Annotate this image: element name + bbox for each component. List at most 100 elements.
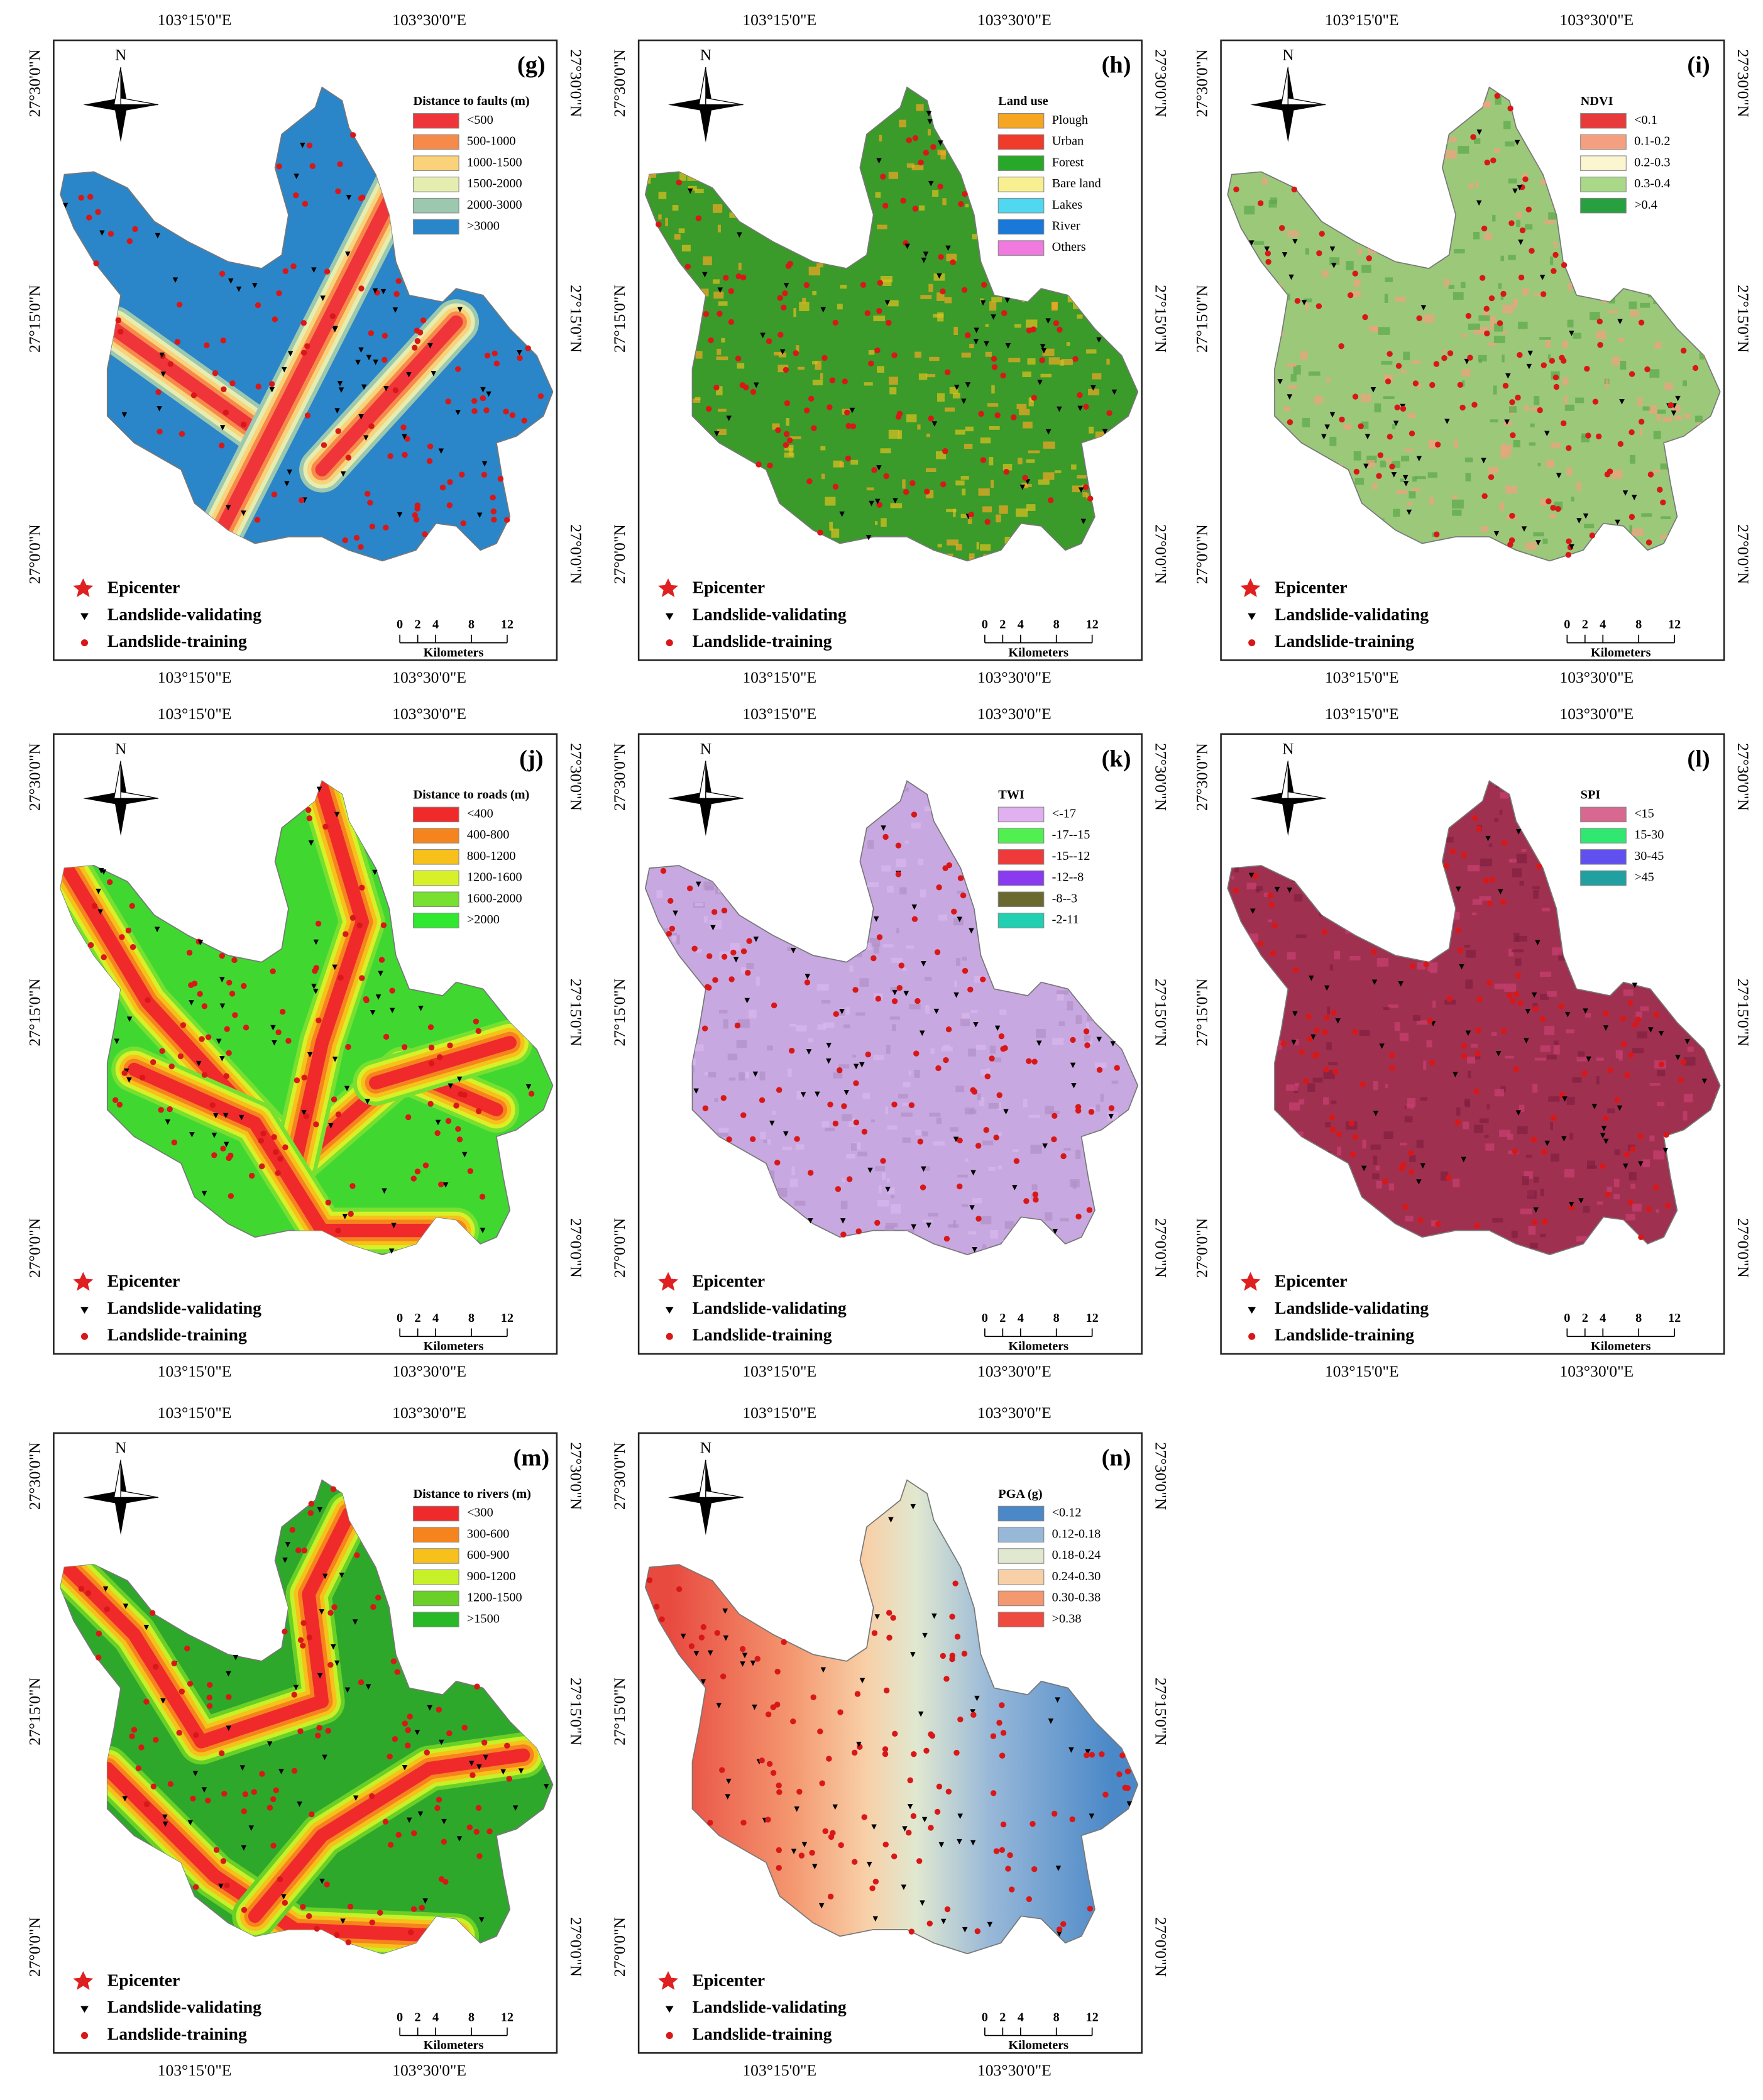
training-point bbox=[1692, 365, 1699, 371]
training-point bbox=[329, 313, 336, 319]
texture-patch bbox=[881, 865, 891, 872]
texture-patch bbox=[825, 1127, 835, 1131]
training-point bbox=[999, 1702, 1005, 1708]
validating-point bbox=[903, 991, 909, 997]
training-point bbox=[832, 483, 839, 490]
training-point bbox=[864, 310, 871, 316]
buffer-band bbox=[207, 167, 410, 551]
texture-patch bbox=[909, 1004, 921, 1009]
training-point bbox=[728, 288, 734, 294]
validating-point bbox=[957, 916, 963, 923]
lat-label: 27°0'0"N bbox=[1152, 1218, 1170, 1278]
training-point bbox=[1056, 1926, 1063, 1933]
texture-patch bbox=[1517, 1126, 1528, 1135]
texture-patch bbox=[1485, 326, 1488, 333]
legend-swatch bbox=[997, 806, 1045, 823]
validating-point bbox=[406, 371, 412, 378]
validating-point bbox=[382, 1188, 387, 1194]
training-point bbox=[1052, 1113, 1058, 1119]
training-point bbox=[783, 431, 790, 437]
validating-point bbox=[322, 1573, 328, 1580]
validating-point bbox=[783, 1131, 789, 1137]
texture-patch bbox=[1468, 1070, 1471, 1079]
training-point bbox=[898, 962, 904, 969]
training-point bbox=[755, 461, 762, 468]
training-point bbox=[1387, 434, 1393, 440]
validating-point bbox=[102, 1586, 109, 1592]
training-point bbox=[916, 1858, 923, 1864]
training-point bbox=[304, 343, 310, 349]
training-point bbox=[1461, 1043, 1468, 1049]
training-point bbox=[1435, 1221, 1441, 1227]
training-point bbox=[1617, 441, 1624, 447]
texture-patch bbox=[1383, 1131, 1393, 1139]
training-point bbox=[255, 302, 261, 309]
texture-patch bbox=[759, 1071, 766, 1080]
texture-patch bbox=[1484, 1135, 1489, 1138]
training-point bbox=[242, 1791, 249, 1798]
training-point bbox=[850, 423, 857, 429]
validating-point bbox=[1453, 1072, 1458, 1077]
validating-point bbox=[363, 435, 369, 441]
training-point bbox=[439, 485, 446, 491]
texture-patch bbox=[989, 1045, 996, 1054]
training-point bbox=[277, 1155, 283, 1162]
training-point bbox=[473, 1018, 480, 1025]
training-point bbox=[847, 1176, 853, 1182]
validating-point bbox=[840, 1218, 846, 1224]
texture-patch bbox=[1590, 312, 1600, 321]
training-point bbox=[426, 458, 433, 465]
training-point bbox=[701, 1025, 708, 1031]
training-point bbox=[876, 308, 882, 314]
scale-label: 2 bbox=[415, 2010, 421, 2024]
training-point bbox=[1329, 1126, 1336, 1133]
lon-label: 103°15'0"E bbox=[1325, 668, 1399, 686]
scale-label: 12 bbox=[1086, 1311, 1099, 1325]
validating-point bbox=[332, 964, 338, 970]
texture-patch bbox=[1329, 436, 1337, 446]
legend-swatch bbox=[1580, 870, 1627, 886]
validating-point bbox=[1371, 979, 1378, 986]
validating-point bbox=[1583, 513, 1589, 519]
training-point bbox=[1339, 416, 1345, 423]
validating-point bbox=[928, 180, 934, 187]
texture-patch bbox=[938, 914, 947, 921]
training-point bbox=[929, 1733, 936, 1739]
training-point bbox=[746, 938, 752, 944]
training-point bbox=[537, 393, 544, 400]
texture-patch bbox=[942, 1044, 950, 1048]
validating-point bbox=[1393, 421, 1399, 426]
training-point bbox=[167, 361, 173, 367]
training-point bbox=[882, 1841, 889, 1848]
texture-patch bbox=[968, 1231, 977, 1235]
texture-patch bbox=[1452, 509, 1462, 516]
validating-point bbox=[1461, 1157, 1466, 1163]
validating-point bbox=[1568, 1201, 1574, 1207]
texture-patch bbox=[1334, 950, 1341, 960]
training-point bbox=[356, 922, 363, 928]
texture-patch bbox=[1573, 333, 1581, 339]
training-point bbox=[300, 1904, 306, 1910]
training-point bbox=[224, 1026, 230, 1032]
training-point bbox=[980, 457, 987, 463]
training-point bbox=[1657, 487, 1663, 493]
validating-point bbox=[973, 339, 979, 344]
training-point bbox=[1645, 539, 1652, 546]
validating-point bbox=[1003, 1109, 1009, 1115]
training-point bbox=[481, 1739, 488, 1746]
training-point bbox=[301, 1548, 308, 1554]
scale-label: 4 bbox=[1018, 618, 1024, 632]
training-point bbox=[483, 407, 490, 414]
training-point bbox=[369, 1793, 375, 1800]
validating-point bbox=[1675, 1055, 1681, 1060]
texture-patch bbox=[787, 947, 793, 952]
texture-patch bbox=[1528, 1226, 1536, 1235]
buffer-band bbox=[127, 1062, 463, 1238]
training-point bbox=[471, 408, 478, 414]
training-point bbox=[936, 884, 942, 891]
texture-patch bbox=[1478, 315, 1490, 321]
validating-point bbox=[938, 1842, 945, 1848]
training-point bbox=[1502, 383, 1509, 389]
legend-swatch bbox=[997, 1505, 1045, 1522]
validating-point bbox=[1096, 337, 1102, 343]
